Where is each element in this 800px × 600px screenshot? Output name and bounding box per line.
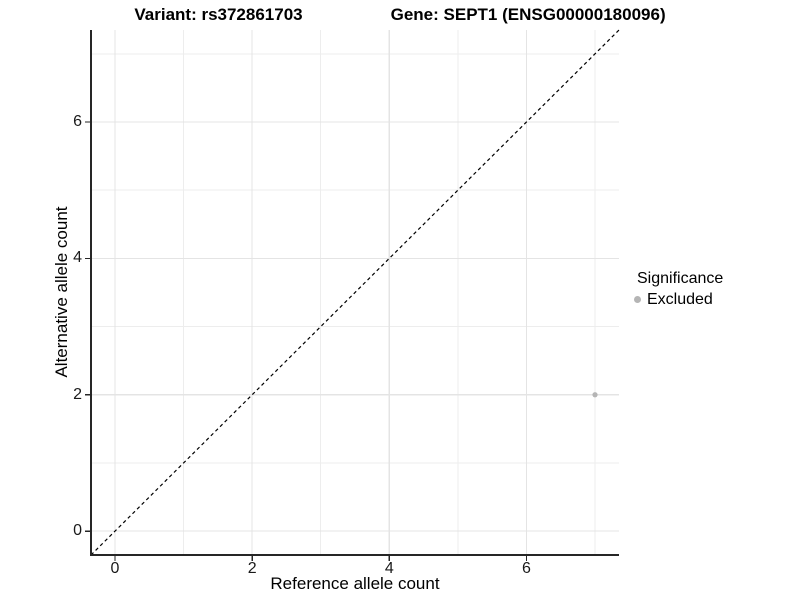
legend-item-label: Excluded [647, 291, 713, 308]
legend-key-dot-icon [634, 296, 641, 303]
data-point [592, 392, 598, 398]
y-tick-label: 0 [73, 522, 82, 540]
y-tick-label: 6 [73, 113, 82, 131]
x-axis-title: Reference allele count [270, 574, 440, 593]
x-tick-label: 2 [247, 560, 257, 577]
y-tick-label: 4 [73, 249, 82, 267]
plot-title-gene: Gene: SEPT1 (ENSG00000180096) [390, 5, 666, 24]
legend: Significance Excluded [630, 269, 723, 309]
x-tick-label: 6 [521, 560, 531, 577]
identity-dashed-line [90, 29, 620, 556]
y-tick-label: 2 [73, 385, 82, 403]
legend-title: Significance [637, 270, 724, 287]
legend-item-excluded: Excluded [630, 290, 723, 309]
x-tick-label: 4 [384, 560, 394, 577]
x-tick-label: 0 [110, 560, 120, 577]
plot-title-variant: Variant: rs372861703 [134, 5, 303, 24]
plot-title: Variant: rs372861703 Gene: SEPT1 (ENSG00… [0, 5, 800, 25]
